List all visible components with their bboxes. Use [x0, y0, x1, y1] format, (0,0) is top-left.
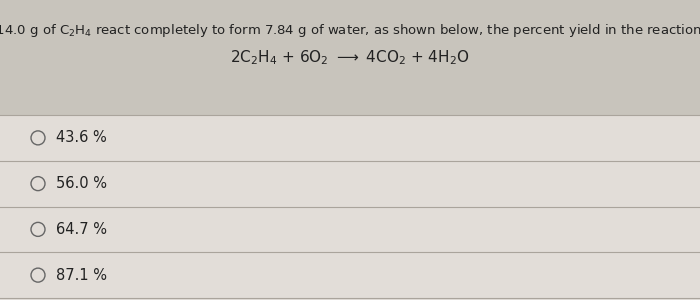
Text: 64.7 %: 64.7 % [56, 222, 107, 237]
Text: If 14.0 g of C$_2$H$_4$ react completely to form 7.84 g of water, as shown below: If 14.0 g of C$_2$H$_4$ react completely… [0, 22, 700, 39]
Text: 2C$_2$H$_4$ + 6O$_2$ $\longrightarrow$ 4CO$_2$ + 4H$_2$O: 2C$_2$H$_4$ + 6O$_2$ $\longrightarrow$ 4… [230, 48, 470, 67]
Bar [0, 115, 700, 300]
Text: 56.0 %: 56.0 % [56, 176, 107, 191]
Text: 87.1 %: 87.1 % [56, 268, 107, 283]
Text: 43.6 %: 43.6 % [56, 130, 106, 146]
